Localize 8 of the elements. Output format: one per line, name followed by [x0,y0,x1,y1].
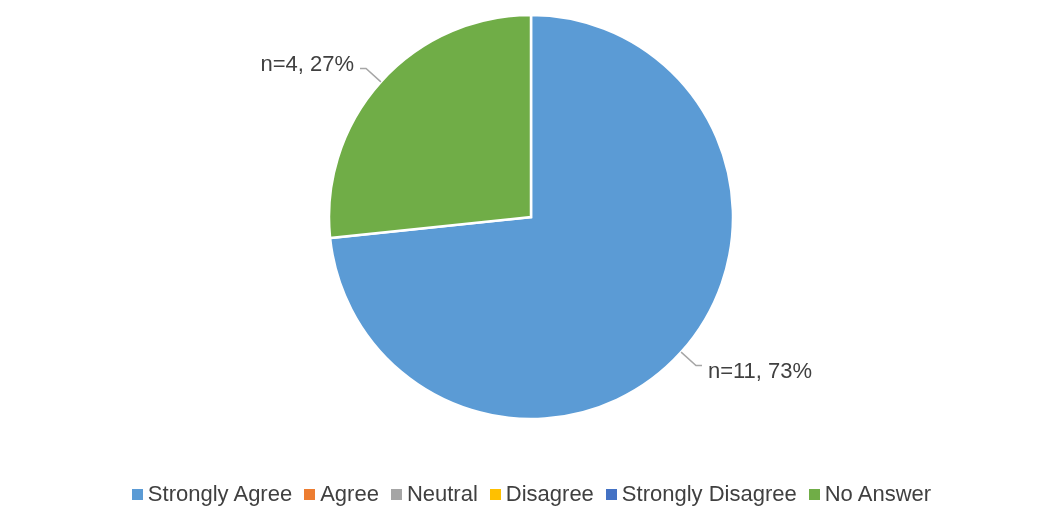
legend-label: No Answer [823,481,932,507]
legend-label: Agree [319,481,379,507]
data-label: n=11, 73% [707,358,813,384]
legend-label: Disagree [504,481,594,507]
legend-label: Strongly Agree [146,481,293,507]
data-label: n=4, 27% [260,50,355,76]
legend-label: Strongly Disagree [620,481,797,507]
legend-label: Neutral [405,481,478,507]
